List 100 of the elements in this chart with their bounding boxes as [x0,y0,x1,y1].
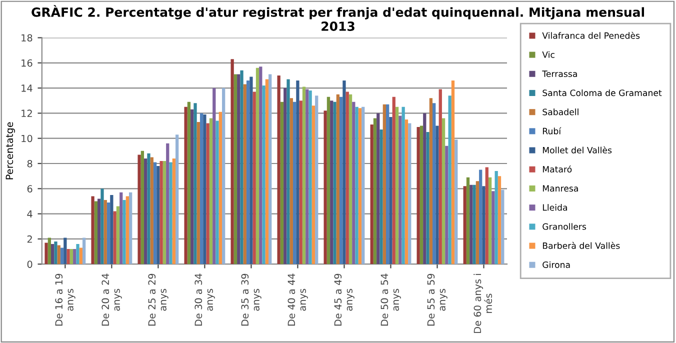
bar [429,98,433,264]
bar [237,74,240,264]
bar [451,80,455,264]
bar [395,106,399,264]
y-tick-label: 6 [27,185,32,192]
bar [382,104,386,264]
bar [438,89,442,264]
bar [479,170,482,264]
bar [70,249,74,264]
bar [339,96,343,264]
bar [120,192,123,264]
y-tick-label: 2 [27,235,32,243]
bar [76,244,80,264]
bar [348,94,352,264]
bar [501,190,504,264]
bar [302,86,306,264]
legend-label: Girona [542,261,570,268]
y-tick-label: 10 [22,134,32,142]
bar [333,102,336,264]
bar [436,126,439,264]
legend-label: Lleida [542,204,567,211]
bar [240,70,244,264]
bar [265,79,269,264]
x-tick-label: De 30 a 34 anys [194,274,215,326]
bar [206,123,210,264]
bar [362,106,365,264]
bar [423,113,426,264]
bar [82,238,86,264]
bar [252,92,256,264]
bar [140,150,144,264]
bar [358,108,362,264]
bar [315,96,318,264]
bar [98,198,101,264]
y-tick-label: 0 [27,260,32,268]
bar [312,106,316,264]
bar [296,80,300,264]
bar [476,181,480,264]
x-tick-label: De 50 a 54 anys [380,274,401,326]
bar [402,106,405,264]
y-tick-label: 18 [22,34,32,42]
bar [126,196,129,264]
bar [404,119,408,264]
bar [138,154,141,264]
y-tick-label: 12 [22,110,32,117]
bar [66,249,70,264]
bar [116,206,120,264]
x-tick-label: De 35 a 39 anys [241,274,262,326]
bar [212,88,216,264]
bar [308,90,312,264]
y-tick-label: 14 [22,84,32,92]
bar [162,160,166,264]
bar [48,238,51,264]
bar [150,157,154,264]
bar [128,192,132,264]
bar [222,88,226,264]
bar [380,130,383,264]
bar [54,241,58,264]
bar [64,238,67,264]
bar [169,162,172,264]
bar [492,191,495,264]
legend-label: Mataró [542,166,572,173]
bar [482,186,486,264]
chart-title: GRÀFIC 2. Percentatge d'atur registrat per franja d'edat quinquennal. Mitjana mensual 2013 [32,5,644,31]
bar [342,80,346,264]
bar [218,112,222,264]
bar [392,96,396,264]
bar [398,116,402,264]
bar [454,140,458,264]
bar [386,104,390,264]
bar [196,122,200,264]
bar [256,68,260,264]
bar [113,211,116,264]
x-tick-label: De 45 a 49 anys [334,274,354,326]
bar [442,118,446,264]
bar [498,176,502,264]
bar [79,248,82,264]
bar [280,102,284,264]
x-tick-label: De 40 a 44 anys [288,274,308,326]
bar [60,248,64,264]
bar [262,86,266,264]
bar [122,200,126,264]
bar [57,245,60,264]
bar [216,120,219,264]
legend-label: Vilafranca del Penedès [542,32,640,39]
legend-label: Manresa [542,185,578,192]
legend-label: Terrassa [542,70,577,78]
bar [426,132,430,264]
bar [336,94,340,264]
x-tick-label: De 20 a 24 anys [102,274,122,326]
bar [73,249,76,264]
bar [326,96,330,264]
bar [268,74,272,264]
bar [250,76,253,264]
bar [470,184,473,264]
bar [104,200,107,264]
y-tick-label: 4 [27,210,32,218]
bar [373,118,377,264]
bar [200,113,204,264]
bar [355,106,358,264]
bar [466,177,470,264]
